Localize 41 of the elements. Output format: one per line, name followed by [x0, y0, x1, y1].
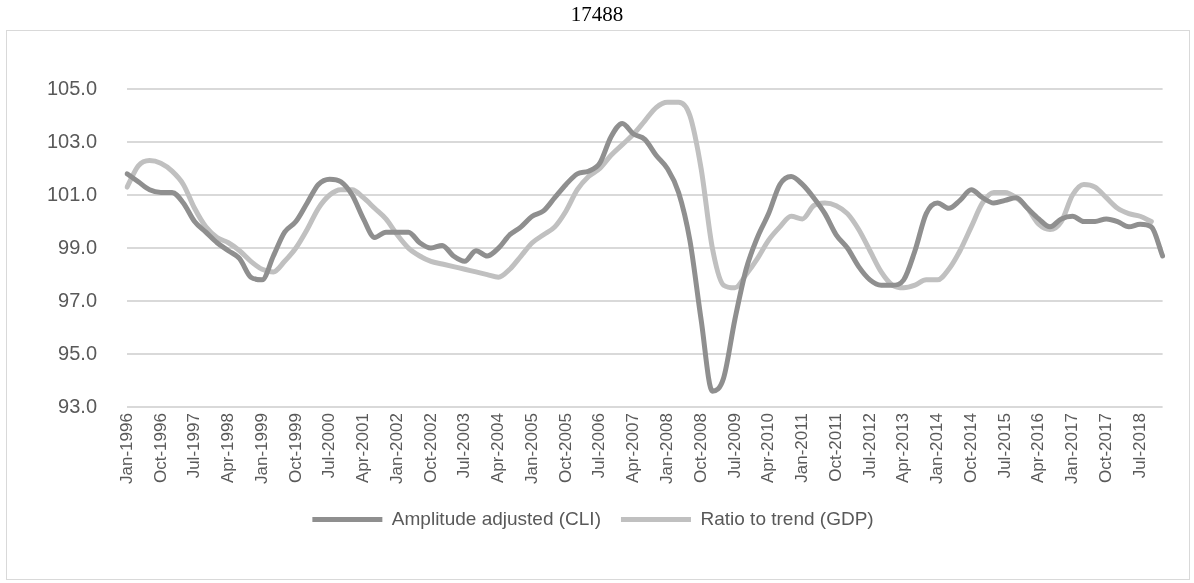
- x-tick-label: Apr-1998: [218, 413, 238, 484]
- x-tick-label: Apr-2010: [758, 413, 778, 484]
- x-tick-label: Jan-1996: [116, 413, 136, 484]
- y-tick-label: 99.0: [58, 235, 98, 258]
- y-tick-label: 105.0: [46, 76, 98, 99]
- x-tick-label: Apr-2001: [353, 413, 373, 484]
- x-tick-label: Jan-2011: [792, 413, 812, 483]
- x-tick-label: Apr-2013: [893, 413, 913, 484]
- x-tick-label: Apr-2004: [488, 413, 508, 484]
- x-tick-label: Oct-1999: [285, 413, 305, 484]
- chart-title: 17488: [569, 1, 625, 28]
- legend-label: Ratio to trend (GDP): [700, 507, 874, 529]
- y-tick-label: 97.0: [58, 288, 98, 311]
- x-tick-label: Apr-2016: [1028, 413, 1048, 484]
- legend-label: Amplitude adjusted (CLI): [391, 507, 601, 529]
- x-tick-label: Jul-2009: [724, 413, 744, 479]
- x-tick-label: Jul-2006: [589, 413, 609, 479]
- x-tick-label: Jul-2003: [454, 413, 474, 479]
- x-tick-label: Jul-2015: [994, 413, 1014, 479]
- x-tick-label: Apr-2007: [623, 413, 643, 484]
- x-tick-label: Oct-2017: [1096, 413, 1116, 484]
- x-tick-label: Jul-2012: [859, 413, 879, 479]
- y-tick-label: 93.0: [58, 394, 98, 417]
- y-tick-label: 101.0: [46, 182, 98, 205]
- x-tick-label: Oct-2002: [420, 413, 440, 484]
- x-tick-label: Jan-2017: [1062, 413, 1082, 484]
- x-tick-label: Jan-2008: [657, 413, 677, 484]
- y-tick-label: 95.0: [58, 341, 98, 364]
- x-tick-label: Jul-1997: [184, 413, 204, 479]
- y-tick-label: 103.0: [46, 129, 98, 152]
- x-tick-label: Oct-1996: [150, 413, 170, 484]
- x-tick-label: Jan-1999: [251, 413, 271, 484]
- x-tick-label: Jan-2005: [521, 413, 541, 484]
- x-tick-label: Oct-2014: [960, 413, 980, 484]
- x-tick-label: Oct-2011: [825, 413, 845, 482]
- x-tick-label: Oct-2008: [690, 413, 710, 484]
- x-tick-label: Jan-2014: [927, 413, 947, 484]
- x-tick-label: Oct-2005: [555, 413, 575, 484]
- x-tick-label: Jan-2002: [386, 413, 406, 484]
- x-tick-label: Jul-2000: [319, 413, 339, 479]
- x-tick-label: Jul-2018: [1129, 413, 1149, 479]
